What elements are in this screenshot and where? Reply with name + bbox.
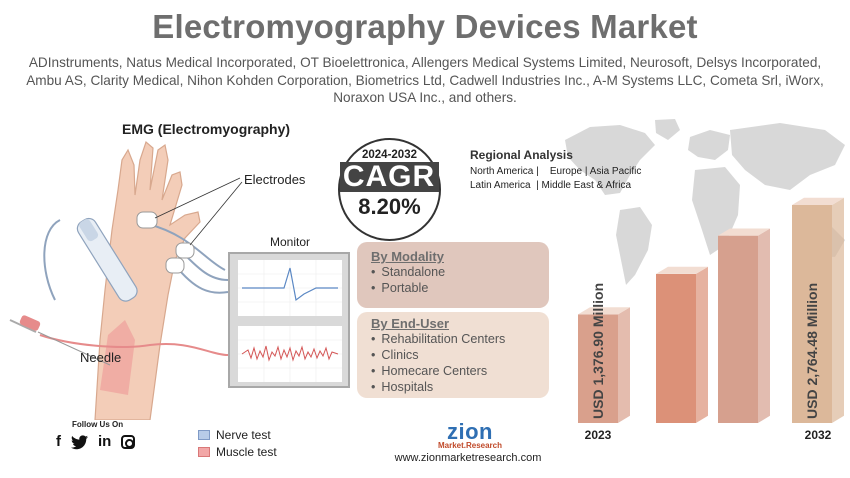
bar-value-label: USD 2,764.48 Million — [804, 283, 820, 419]
follow-us: Follow Us On f in — [56, 420, 156, 450]
social-icons: f in — [56, 434, 156, 450]
muscle-swatch — [198, 447, 210, 457]
end-user-item: Clinics — [371, 347, 535, 363]
legend-label-nerve: Nerve test — [216, 428, 271, 442]
instagram-icon[interactable] — [121, 435, 136, 449]
cagr-badge: 2024-2032 CAGR 8.20% — [338, 138, 441, 241]
legend-item-nerve: Nerve test — [198, 428, 277, 442]
end-user-item: Rehabilitation Centers — [371, 331, 535, 347]
zion-logo-subtitle: Market.Research — [437, 441, 503, 450]
regional-analysis: Regional Analysis North America | Europe… — [470, 148, 670, 191]
bar-top — [718, 228, 770, 236]
bar-side — [618, 307, 630, 423]
follow-us-label: Follow Us On — [72, 420, 124, 429]
bar-top — [578, 307, 630, 315]
nerve-signal-screen — [238, 260, 342, 316]
bar-side — [758, 228, 770, 423]
legend-item-muscle: Muscle test — [198, 445, 277, 459]
needle-label: Needle — [80, 350, 122, 365]
year-label: 2032 — [805, 428, 832, 442]
monitor-device — [228, 252, 350, 388]
end-user-segment-box: By End-User Rehabilitation Centers Clini… — [357, 312, 549, 398]
linkedin-icon[interactable]: in — [98, 433, 112, 450]
bar-mid-2 — [718, 235, 758, 423]
bar-mid-1 — [656, 273, 696, 423]
bar-top — [656, 266, 708, 274]
regional-line-1: North America | Europe | Asia Pacific — [470, 166, 642, 177]
modality-heading: By Modality — [371, 249, 444, 264]
end-user-heading: By End-User — [371, 316, 450, 331]
bar-2032 — [792, 205, 832, 423]
electrodes-label: Electrodes — [244, 172, 306, 187]
modality-item: Portable — [371, 280, 535, 296]
end-user-item: Hospitals — [371, 379, 535, 395]
bar-side — [696, 266, 708, 423]
muscle-signal-screen — [238, 326, 342, 382]
bar-side — [832, 197, 844, 423]
bar-value-label: USD 1,376.90 Million — [590, 283, 606, 419]
regional-line-2: Latin America | Middle East & Africa — [470, 180, 632, 191]
page-title: Electromyography Devices Market — [152, 8, 698, 45]
zion-logo-word: zion — [447, 419, 493, 444]
bar-2023 — [578, 314, 618, 423]
bar-top — [792, 197, 844, 205]
end-user-item: Homecare Centers — [371, 363, 535, 379]
modality-segment-box: By Modality Standalone Portable — [357, 242, 549, 308]
legend-label-muscle: Muscle test — [216, 445, 277, 459]
cagr-period: 2024-2032 — [362, 149, 417, 161]
twitter-icon[interactable] — [71, 434, 88, 450]
modality-item: Standalone — [371, 264, 535, 280]
emg-title: EMG (Electromyography) — [122, 121, 291, 137]
cagr-value: 8.20% — [358, 194, 421, 219]
website-link[interactable]: www.zionmarketresearch.com — [394, 452, 542, 464]
nerve-swatch — [198, 430, 210, 440]
test-legend: Nerve test Muscle test — [198, 428, 277, 462]
cagr-label: CAGR — [339, 162, 439, 192]
emg-arm-illustration — [9, 140, 243, 420]
monitor-label: Monitor — [270, 235, 311, 249]
year-label: 2023 — [585, 428, 612, 442]
market-bar-chart: USD 1,376.90 Million USD 2,764.48 Million… — [578, 197, 844, 442]
zion-logo: zion Market.Research — [430, 419, 510, 451]
facebook-icon[interactable]: f — [56, 433, 61, 450]
company-list: ADInstruments, Natus Medical Incorporate… — [26, 55, 824, 105]
regional-title: Regional Analysis — [470, 148, 573, 162]
